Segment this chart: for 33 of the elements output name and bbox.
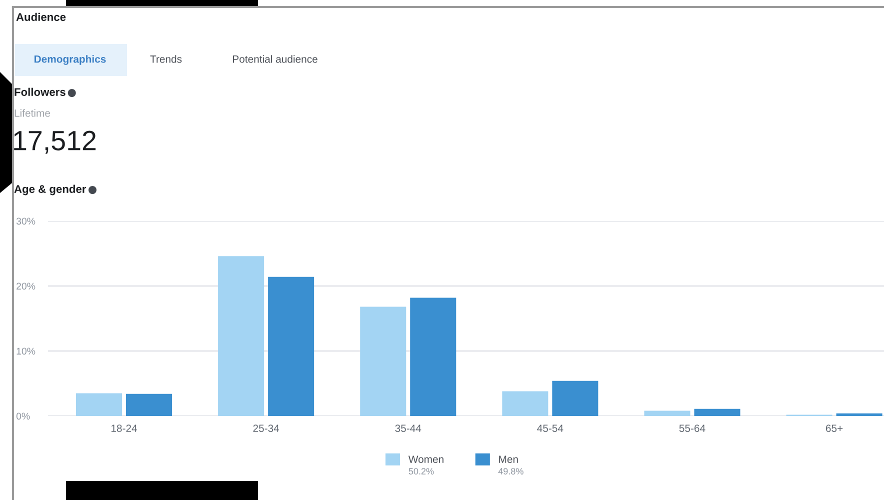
text: 49.8% bbox=[498, 468, 524, 474]
x-tick-label: 55-64 bbox=[679, 424, 706, 432]
bar bbox=[218, 256, 264, 416]
bar bbox=[410, 298, 456, 416]
text: 17,512 bbox=[14, 130, 96, 154]
chart-title: Age & gender bbox=[14, 184, 86, 196]
legend-label: Women bbox=[408, 456, 444, 463]
x-tick-label: 18-24 bbox=[111, 424, 138, 432]
legend-label: Men bbox=[499, 456, 518, 463]
x-tick-label: 25-34 bbox=[253, 424, 280, 432]
x-tick-label: 35-44 bbox=[395, 424, 422, 432]
bar bbox=[360, 306, 406, 416]
text: Demographics bbox=[34, 55, 106, 65]
text: Potential audience bbox=[233, 55, 318, 63]
bar bbox=[76, 393, 122, 416]
text: Lifetime bbox=[14, 109, 50, 117]
y-tick-label: 20% bbox=[16, 282, 36, 290]
text: Followers bbox=[14, 88, 66, 96]
bar bbox=[836, 413, 882, 416]
bar bbox=[268, 276, 314, 416]
y-tick-label: 30% bbox=[16, 218, 36, 225]
y-tick-label: 10% bbox=[16, 348, 36, 355]
x-tick-label: 65+ bbox=[826, 424, 843, 432]
text: 50.2% bbox=[408, 468, 434, 474]
x-tick-label: 45-54 bbox=[537, 424, 564, 432]
bar bbox=[126, 394, 172, 416]
y-tick-label: 0% bbox=[16, 412, 30, 420]
text: Audience bbox=[16, 12, 66, 21]
bar bbox=[502, 391, 548, 416]
bar bbox=[644, 410, 690, 416]
text: Trends bbox=[150, 55, 182, 63]
bar bbox=[694, 408, 740, 416]
bar bbox=[552, 380, 598, 416]
